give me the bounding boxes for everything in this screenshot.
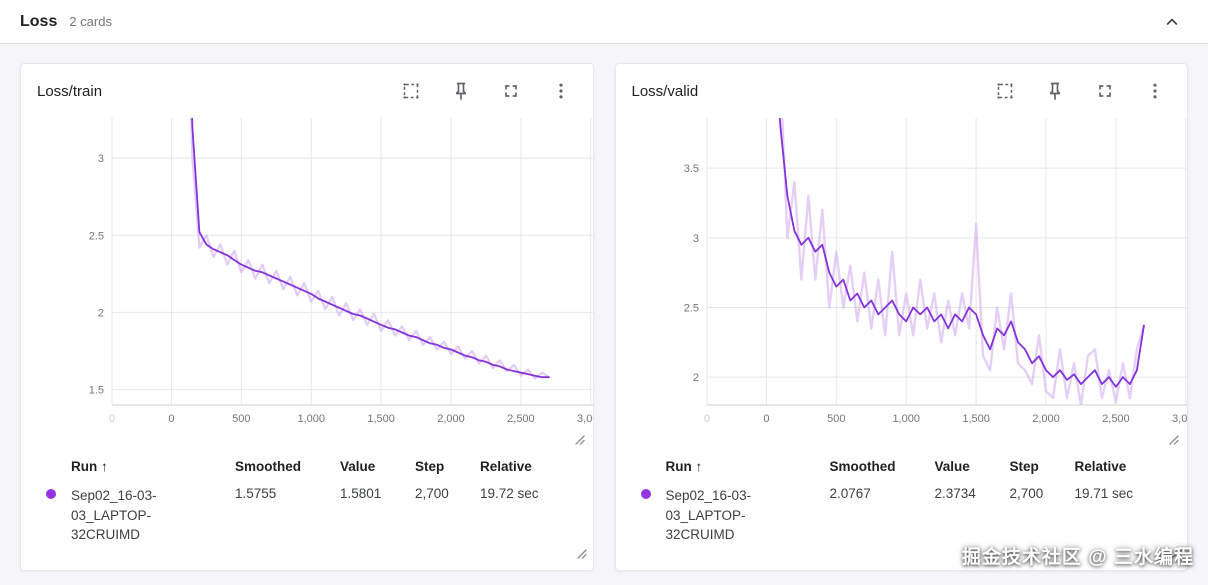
fullscreen-button[interactable] [1087, 73, 1123, 109]
run-color-dot [640, 489, 651, 499]
col-value[interactable]: Value [934, 459, 970, 474]
card-resize-handle[interactable] [576, 546, 587, 564]
run-name: Sep02_16-03-03_LAPTOP-32CRUIMD [665, 488, 752, 543]
svg-text:500: 500 [827, 413, 845, 425]
svg-text:0: 0 [168, 413, 174, 425]
col-relative[interactable]: Relative [480, 459, 532, 474]
svg-text:2,500: 2,500 [507, 413, 535, 425]
resize-grip-icon [1169, 435, 1179, 445]
col-run[interactable]: Run ↑ [665, 459, 703, 474]
svg-text:1,000: 1,000 [892, 413, 920, 425]
more-options-button[interactable] [543, 73, 579, 109]
run-color-dot [46, 489, 56, 499]
step-value: 2,700 [1009, 486, 1044, 501]
svg-text:1,000: 1,000 [297, 413, 325, 425]
col-relative[interactable]: Relative [1074, 459, 1127, 474]
step-value: 2,700 [415, 486, 449, 501]
card-header: Loss/train [37, 64, 577, 118]
chart-resize-handle[interactable] [632, 434, 1180, 448]
card-width-button[interactable] [987, 73, 1023, 109]
svg-text:3: 3 [98, 153, 104, 165]
svg-text:1,500: 1,500 [367, 413, 395, 425]
table-header-row: Run ↑ Smoothed Value Step Relative [632, 452, 1172, 483]
col-smoothed[interactable]: Smoothed [235, 459, 301, 474]
chart-area[interactable]: 1.5 2 2.5 3 0 500 1,000 1,500 2,000 2,500 3,000 0 [37, 118, 593, 434]
card-title: Loss/train [37, 82, 103, 100]
card-title: Loss/valid [631, 82, 699, 100]
svg-text:1.5: 1.5 [89, 385, 104, 397]
svg-text:3.5: 3.5 [683, 163, 698, 175]
table-row[interactable]: Sep02_16-03-03_LAPTOP-32CRUIMD 1.5755 1.… [37, 483, 577, 548]
relative-value: 19.72 sec [480, 486, 539, 501]
svg-text:3,000: 3,000 [577, 413, 593, 425]
section-header: Loss 2 cards [0, 0, 1208, 44]
svg-text:2,500: 2,500 [1102, 413, 1130, 425]
table-header-row: Run ↑ Smoothed Value Step Relative [37, 452, 577, 483]
value-value: 2.3734 [934, 486, 976, 501]
chevron-up-icon [1166, 17, 1178, 25]
collapse-section-button[interactable] [1156, 6, 1188, 38]
loss-train-chart[interactable]: 1.5 2 2.5 3 0 500 1,000 1,500 2,000 2,500 3,000 0 [37, 118, 594, 434]
svg-text:0: 0 [703, 413, 709, 425]
run-table: Run ↑ Smoothed Value Step Relative Sep02… [37, 452, 577, 548]
svg-text:500: 500 [232, 413, 250, 425]
dashed-box-icon [402, 83, 419, 99]
loss-valid-chart[interactable]: 2 2.5 3 3.5 0 500 1,000 1,500 2,000 2,500 3,000 0 [632, 118, 1189, 434]
svg-text:2: 2 [692, 372, 698, 384]
dashed-box-icon [997, 83, 1013, 99]
col-run[interactable]: Run ↑ [71, 459, 108, 474]
card-actions [393, 73, 579, 109]
fullscreen-button[interactable] [493, 73, 529, 109]
col-step[interactable]: Step [1009, 459, 1039, 474]
resize-grip-icon [574, 435, 585, 445]
svg-text:2,000: 2,000 [437, 413, 465, 425]
svg-text:2.5: 2.5 [683, 302, 698, 314]
pin-card-button[interactable] [443, 73, 479, 109]
chart-resize-handle[interactable] [37, 434, 585, 448]
kebab-menu-icon [558, 83, 563, 99]
cards-container: Loss/train [0, 44, 1208, 571]
pin-icon [1050, 82, 1060, 101]
card-header: Loss/valid [632, 64, 1172, 118]
card-actions [987, 73, 1173, 109]
card-resize-handle[interactable] [1170, 546, 1181, 564]
smoothed-value: 2.0767 [829, 486, 871, 501]
run-table: Run ↑ Smoothed Value Step Relative Sep02… [632, 452, 1172, 548]
pin-icon [455, 82, 466, 101]
col-smoothed[interactable]: Smoothed [829, 459, 896, 474]
col-value[interactable]: Value [340, 459, 376, 474]
svg-text:3: 3 [692, 233, 698, 245]
svg-text:0: 0 [109, 413, 115, 425]
run-name: Sep02_16-03-03_LAPTOP-32CRUIMD [71, 488, 157, 543]
col-step[interactable]: Step [415, 459, 445, 474]
card-width-button[interactable] [393, 73, 429, 109]
fullscreen-icon [504, 85, 517, 97]
more-options-button[interactable] [1137, 73, 1173, 109]
svg-text:3,000: 3,000 [1172, 413, 1188, 425]
svg-text:2,000: 2,000 [1032, 413, 1060, 425]
table-row[interactable]: Sep02_16-03-03_LAPTOP-32CRUIMD 2.0767 2.… [632, 483, 1172, 548]
fullscreen-icon [1099, 85, 1111, 97]
card-loss-valid: Loss/valid [614, 63, 1188, 571]
value-value: 1.5801 [340, 486, 382, 501]
card-loss-train: Loss/train [20, 63, 594, 571]
kebab-menu-icon [1153, 83, 1157, 99]
smoothed-value: 1.5755 [235, 486, 277, 501]
pin-card-button[interactable] [1037, 73, 1073, 109]
svg-text:1,500: 1,500 [962, 413, 990, 425]
relative-value: 19.71 sec [1074, 486, 1134, 501]
resize-grip-icon [576, 549, 587, 559]
section-title: Loss [20, 12, 58, 30]
svg-text:2.5: 2.5 [89, 230, 104, 242]
svg-text:2: 2 [98, 307, 104, 319]
chart-area[interactable]: 2 2.5 3 3.5 0 500 1,000 1,500 2,000 2,500 3,000 0 [632, 118, 1188, 434]
resize-grip-icon [1171, 549, 1181, 559]
svg-text:0: 0 [763, 413, 769, 425]
card-count: 2 cards [69, 14, 112, 29]
